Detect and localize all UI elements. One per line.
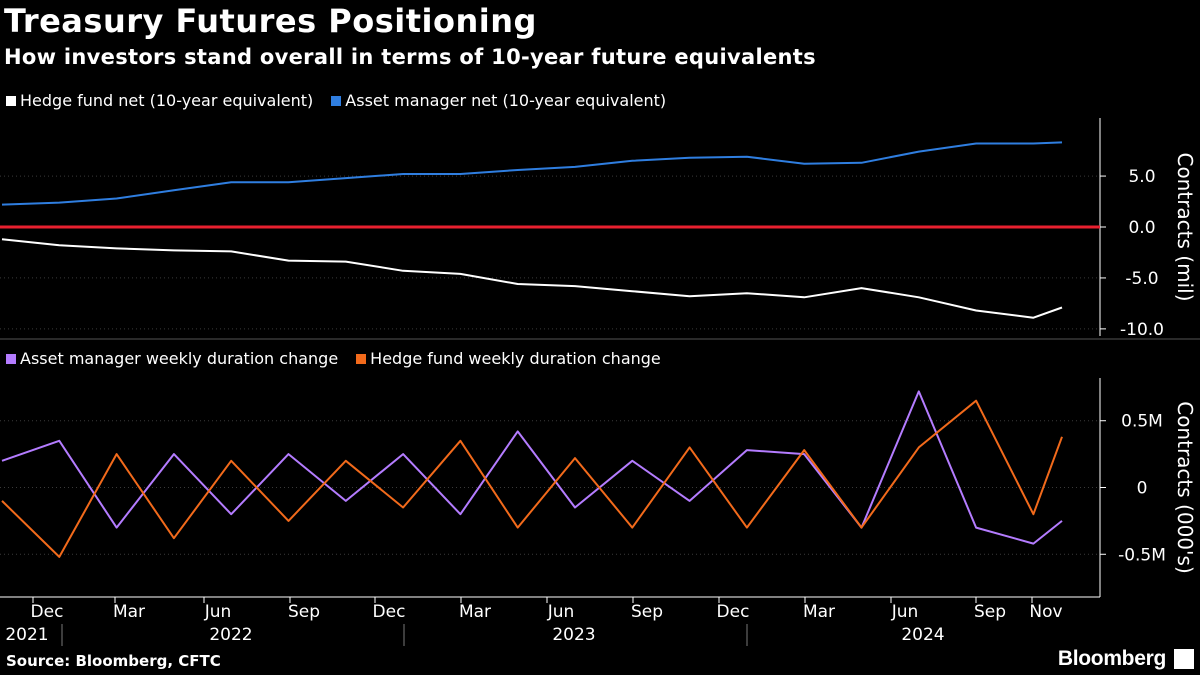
y-axis-label: Contracts (000's) xyxy=(1173,401,1197,574)
x-tick-label: Jun xyxy=(204,602,232,622)
legend-label-asset-net: Asset manager net (10-year equivalent) xyxy=(345,91,667,110)
x-tick-label: Mar xyxy=(459,602,491,622)
legend-item-asset-net: Asset manager net (10-year equivalent) xyxy=(331,91,666,110)
chart-title: Treasury Futures Positioning xyxy=(4,2,537,40)
y-tick-label: 5.0 xyxy=(1128,167,1155,187)
legend-label-hedge-weekly: Hedge fund weekly duration change xyxy=(370,349,661,368)
x-tick-label: Jun xyxy=(891,602,919,622)
legend-swatch-asset-weekly xyxy=(6,353,16,364)
x-year-label: 2023 xyxy=(552,625,595,645)
series-line-2 xyxy=(1,399,1063,558)
x-tick-label: Mar xyxy=(803,602,835,622)
series-line-1 xyxy=(1,238,1063,319)
brand-logo: Bloomberg xyxy=(1057,647,1166,670)
x-tick-label: Sep xyxy=(974,602,1006,622)
legend-bottom: Asset manager weekly duration change Hed… xyxy=(6,349,661,368)
legend-item-hedge-net: Hedge fund net (10-year equivalent) xyxy=(6,91,313,110)
legend-swatch-asset-net xyxy=(331,95,342,106)
legend-swatch-hedge-net xyxy=(6,95,16,106)
series-line-2 xyxy=(1,141,1063,206)
x-year-label: 2021 xyxy=(5,625,48,645)
y-axis-label: Contracts (mil) xyxy=(1173,152,1197,301)
x-year-label: 2024 xyxy=(901,625,944,645)
legend-label-asset-weekly: Asset manager weekly duration change xyxy=(20,349,339,368)
x-tick-label: Dec xyxy=(717,602,750,622)
y-tick-label: -10.0 xyxy=(1120,320,1164,340)
x-year-label: 2022 xyxy=(209,625,252,645)
x-tick-label: Nov xyxy=(1029,602,1062,622)
chart-subtitle: How investors stand overall in terms of … xyxy=(4,45,816,69)
y-tick-label: 0.0 xyxy=(1128,218,1155,238)
legend-item-asset-weekly: Asset manager weekly duration change xyxy=(6,349,338,368)
source-note: Source: Bloomberg, CFTC xyxy=(6,652,221,670)
legend-label-hedge-net: Hedge fund net (10-year equivalent) xyxy=(20,91,314,110)
legend-swatch-hedge-weekly xyxy=(356,353,367,364)
y-tick-label: -5.0 xyxy=(1125,269,1158,289)
bloomberg-icon xyxy=(1174,649,1194,669)
legend-top: Hedge fund net (10-year equivalent) Asse… xyxy=(6,91,666,110)
x-tick-label: Mar xyxy=(113,602,145,622)
y-tick-label: -0.5M xyxy=(1118,545,1166,565)
x-tick-label: Dec xyxy=(31,602,64,622)
series-line-1 xyxy=(1,390,1063,545)
y-tick-label: 0.5M xyxy=(1121,412,1163,432)
x-tick-label: Dec xyxy=(373,602,406,622)
x-tick-label: Sep xyxy=(288,602,320,622)
x-tick-label: Sep xyxy=(631,602,663,622)
legend-item-hedge-weekly: Hedge fund weekly duration change xyxy=(356,349,661,368)
x-tick-label: Jun xyxy=(547,602,575,622)
y-tick-label: 0 xyxy=(1137,479,1148,499)
